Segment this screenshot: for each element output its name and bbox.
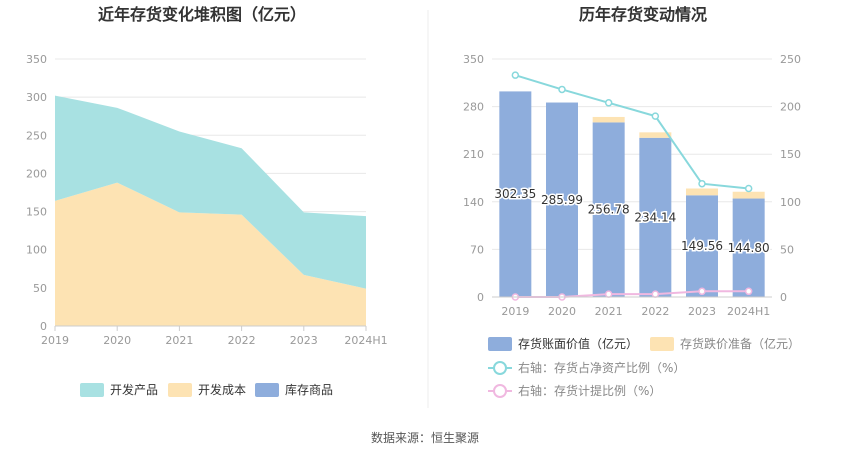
right-y-left-tick-label: 0	[477, 291, 484, 304]
right-y-left-tick-label: 140	[463, 196, 484, 209]
legend-label-net-assets: 右轴：存货占净资产比例（%）	[518, 360, 685, 375]
left-chart-title: 近年存货变化堆积图（亿元）	[98, 5, 306, 24]
legend-label-provision: 右轴：存货计提比例（%）	[518, 383, 661, 398]
series-net-assets-ratio-point	[511, 71, 520, 79]
legend-marker-provision	[493, 384, 507, 398]
left-x-tick-label: 2023	[290, 334, 318, 347]
legend-swatch-stock-goods	[255, 383, 279, 397]
left-x-tick-label: 2020	[103, 334, 131, 347]
series-net-assets-ratio-line	[515, 74, 749, 190]
bar-impairment	[686, 188, 718, 196]
right-y-right-tick-label: 250	[780, 53, 801, 66]
legend-label-impairment: 存货跌价准备（亿元）	[680, 336, 800, 351]
left-y-tick-label: 200	[26, 167, 47, 180]
right-x-tick-label: 2021	[595, 305, 623, 318]
left-stacked-area-chart: 0 50 100 150 200 250 300 350 2019 2020 2021 2022 202…	[26, 53, 388, 347]
bar-data-label: 234.14	[634, 210, 676, 224]
legend-label-stock-goods: 库存商品	[285, 382, 333, 397]
right-legend: 存货账面价值（亿元） 存货跌价准备（亿元） 右轴：存货占净资产比例（%） 右轴：…	[488, 336, 800, 398]
right-y-right-tick-label: 200	[780, 101, 801, 114]
right-x-tick-label: 2020	[548, 305, 576, 318]
right-y-left-tick-label: 350	[463, 53, 484, 66]
left-x-tick-label: 2021	[165, 334, 193, 347]
legend-marker-net-assets	[493, 361, 507, 375]
area-series-dev-cost	[55, 182, 366, 326]
series-net-assets-ratio-point	[698, 179, 706, 188]
legend-label-dev-product: 开发产品	[110, 382, 158, 397]
bar-impairment	[732, 191, 765, 199]
bar-impairment	[639, 132, 672, 138]
series-net-assets-ratio-point	[558, 85, 566, 94]
bar-data-label: 256.78	[588, 203, 630, 217]
left-legend: 开发产品 开发成本 库存商品	[80, 382, 333, 397]
series-net-assets-ratio-point	[744, 184, 753, 193]
left-x-tick-label: 2024H1	[344, 334, 387, 347]
bar-impairment	[592, 116, 625, 123]
right-y-right-tick-label: 100	[780, 196, 801, 209]
left-y-tick-label: 350	[26, 53, 47, 66]
bar-data-label: 285.99	[541, 193, 583, 207]
legend-swatch-book-value	[488, 337, 512, 351]
series-net-assets-ratio-point	[651, 112, 660, 120]
right-x-tick-label: 2019	[501, 305, 529, 318]
left-y-tick-label: 50	[33, 282, 47, 295]
legend-swatch-impairment	[650, 337, 674, 351]
right-y-right-tick-label: 150	[780, 148, 801, 161]
bar-book-value	[686, 195, 718, 297]
left-x-tick-label: 2019	[41, 334, 69, 347]
series-provision-ratio-point	[698, 287, 706, 296]
left-y-tick-label: 100	[26, 244, 47, 257]
legend-label-book-value: 存货账面价值（亿元）	[518, 336, 638, 351]
bar-data-label: 302.35	[494, 187, 536, 201]
left-y-tick-label: 300	[26, 91, 47, 104]
legend-swatch-dev-cost	[168, 383, 192, 397]
series-provision-ratio-point	[744, 287, 753, 296]
right-y-right-tick-label: 0	[780, 291, 787, 304]
left-y-tick-label: 0	[40, 320, 47, 333]
right-y-left-tick-label: 280	[463, 101, 484, 114]
right-y-left-tick-label: 70	[470, 243, 484, 256]
right-x-tick-label: 2023	[688, 305, 716, 318]
right-x-tick-label: 2022	[641, 305, 669, 318]
bar-book-value	[592, 122, 625, 297]
right-chart-title: 历年存货变动情况	[579, 5, 707, 24]
left-y-tick-label: 150	[26, 206, 47, 219]
bar-book-value	[546, 102, 578, 298]
right-bar-line-chart: 0 70 140 210 280 350 0 50 100 150 200 250 302.35 285.…	[463, 53, 801, 318]
bar-data-label: 149.56	[681, 239, 723, 253]
data-source: 数据来源：恒生聚源	[371, 430, 479, 445]
right-y-left-tick-label: 210	[463, 148, 484, 161]
bar-data-label: 144.80	[728, 241, 770, 255]
right-y-right-tick-label: 50	[780, 243, 794, 256]
series-provision-ratio-point	[651, 290, 660, 298]
bar-book-value	[732, 198, 765, 297]
series-provision-ratio-point	[604, 290, 613, 298]
legend-swatch-dev-product	[80, 383, 104, 397]
left-y-tick-label: 250	[26, 129, 47, 142]
bar-book-value	[499, 91, 532, 297]
right-x-tick-label: 2024H1	[727, 305, 770, 318]
bar-book-value	[639, 137, 672, 297]
area-series-dev-product	[55, 95, 366, 289]
series-net-assets-ratio-point	[604, 99, 613, 107]
legend-label-dev-cost: 开发成本	[198, 382, 246, 397]
left-x-tick-label: 2022	[228, 334, 256, 347]
